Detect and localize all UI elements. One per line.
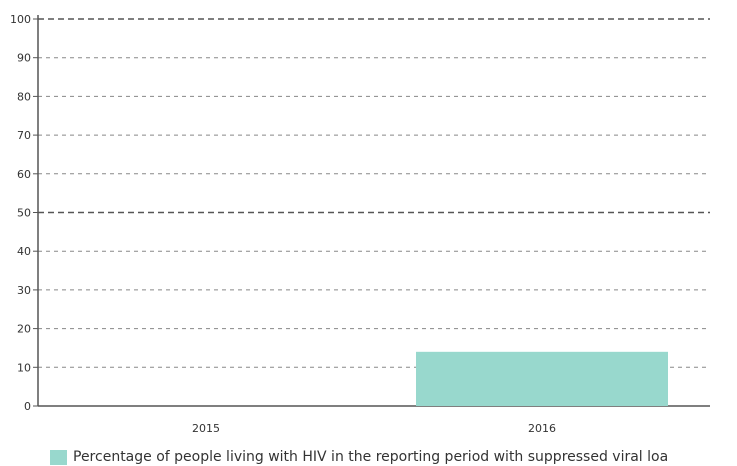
y-tick-label: 90 — [17, 52, 31, 65]
legend: Percentage of people living with HIV in … — [50, 448, 737, 466]
y-tick-label: 50 — [17, 207, 31, 220]
y-tick-label: 20 — [17, 323, 31, 336]
y-tick-label: 100 — [10, 13, 31, 26]
legend-swatch — [50, 449, 67, 465]
x-tick-label: 2015 — [192, 422, 220, 435]
y-tick-label: 70 — [17, 129, 31, 142]
y-tick-label: 40 — [17, 245, 31, 258]
y-tick-label: 10 — [17, 361, 31, 374]
y-tick-label: 30 — [17, 284, 31, 297]
bar-2016 — [416, 351, 668, 406]
y-tick-label: 80 — [17, 90, 31, 103]
legend-label: Percentage of people living with HIV in … — [73, 449, 669, 465]
y-tick-label: 60 — [17, 168, 31, 181]
y-tick-label: 0 — [24, 400, 31, 413]
x-tick-label: 2016 — [528, 422, 556, 435]
